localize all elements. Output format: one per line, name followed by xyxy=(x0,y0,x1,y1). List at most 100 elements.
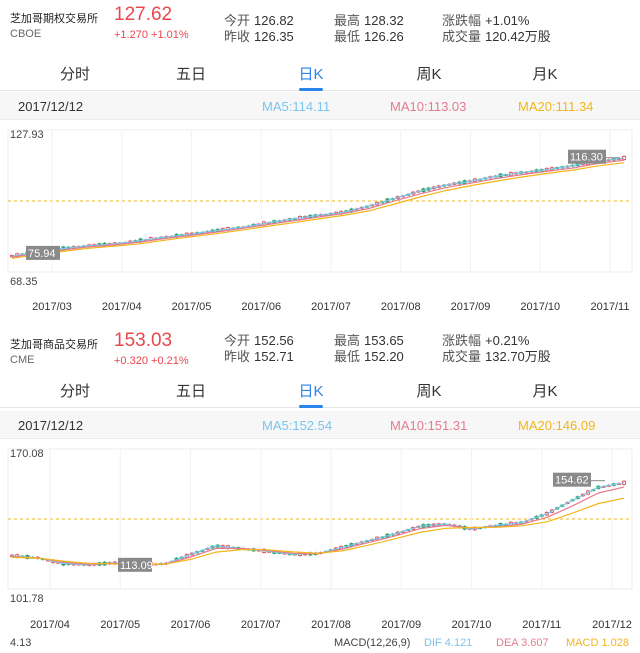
stat-label: 成交量 xyxy=(442,349,482,364)
x-tick-label: 2017/03 xyxy=(32,301,72,313)
price-change: +0.320 +0.21% xyxy=(114,355,189,367)
chart-date: 2017/12/12 xyxy=(18,418,84,433)
period-tabs: 分时 五日 日K 周K 月K xyxy=(0,55,640,91)
kline-chart[interactable]: 170.08 101.78 2017/04 2017/05 2017/06 2017/07… xyxy=(0,443,640,635)
high-price-tag-bg xyxy=(553,472,591,487)
last-price: 153.03 xyxy=(114,330,173,351)
high-price-tag: 116.30 xyxy=(570,152,603,164)
kline-chart[interactable]: 127.93 68.35 2017/03 2017/04 2017/05 2017/06 2… xyxy=(0,124,640,324)
high-price-tag: 154.62 xyxy=(555,475,589,487)
period-tabs: 分时 五日 日K 周K 月K xyxy=(0,372,640,408)
stat-label: 最低 xyxy=(334,349,361,364)
stat-value: 126.26 xyxy=(364,29,404,44)
tab-daily-k[interactable]: 日K xyxy=(266,380,356,408)
x-tick-label: 2017/08 xyxy=(381,301,421,313)
macd-legend: 4.13 MACD(12,26,9) DIF 4.121 DEA 3.607 M… xyxy=(0,636,640,653)
tab-label: 月K xyxy=(532,383,558,400)
x-tick-label: 2017/06 xyxy=(241,301,281,313)
exchange-name: 芝加哥商品交易所 xyxy=(10,339,98,351)
ma10-value: MA10:151.31 xyxy=(390,418,468,433)
stat-value: 126.35 xyxy=(254,29,294,44)
x-tick-label: 2017/12 xyxy=(592,619,632,631)
stat-value: 128.32 xyxy=(364,13,404,28)
exchange-code: CBOE xyxy=(10,28,42,40)
tab-monthly-k[interactable]: 月K xyxy=(500,63,590,84)
stat-value: 120.42万股 xyxy=(485,29,551,44)
macd-value: MACD 1.028 xyxy=(566,637,629,649)
change-percent: +1.01% xyxy=(151,29,189,41)
tab-five-day[interactable]: 五日 xyxy=(146,380,236,401)
x-tick-label: 2017/05 xyxy=(172,301,212,313)
kline-chart-svg: 127.93 68.35 2017/03 2017/04 2017/05 2017/06 2… xyxy=(7,129,633,313)
y-axis-max-label: 170.08 xyxy=(10,448,44,460)
stat-label: 涨跌幅 xyxy=(442,13,482,28)
stat-change-pct: 涨跌幅 +1.01% xyxy=(442,10,529,29)
ma20-value: MA20:111.34 xyxy=(518,99,594,114)
exchange-name: 芝加哥期权交易所 xyxy=(10,13,98,25)
x-tick-label: 2017/04 xyxy=(102,301,142,313)
tab-weekly-k[interactable]: 周K xyxy=(384,63,474,84)
stat-value: 153.65 xyxy=(364,333,404,348)
ma-legend-bar: 2017/12/12 MA5:152.54 MA10:151.31 MA20:1… xyxy=(0,411,640,439)
tab-monthly-k[interactable]: 月K xyxy=(500,380,590,401)
tab-label: 五日 xyxy=(175,383,206,400)
quote-panel-cme: 芝加哥商品交易所 CME 153.03 +0.320 +0.21% 今开 152.… xyxy=(0,326,640,653)
stat-open: 今开 152.56 xyxy=(224,330,294,349)
quote-header: 芝加哥商品交易所 CME 153.03 +0.320 +0.21% 今开 152.… xyxy=(0,326,640,376)
tab-underline xyxy=(299,405,323,408)
macd-dea: DEA 3.607 xyxy=(496,637,549,649)
tab-label: 周K xyxy=(416,66,442,83)
last-price: 127.62 xyxy=(114,4,173,25)
series-line-ma20 xyxy=(11,497,625,565)
tab-label: 周K xyxy=(416,383,442,400)
y-axis-min-label: 101.78 xyxy=(10,593,44,605)
stat-label: 最低 xyxy=(334,29,361,44)
x-tick-label: 2017/07 xyxy=(311,301,351,313)
macd-dif: DIF 4.121 xyxy=(424,637,473,649)
series-line-ma5 xyxy=(11,157,625,257)
stat-label: 最高 xyxy=(334,333,361,348)
tab-label: 五日 xyxy=(175,66,206,83)
x-tick-label: 2017/07 xyxy=(241,619,281,631)
price-change: +1.270 +1.01% xyxy=(114,29,189,41)
low-price-tag: 75.94 xyxy=(28,248,56,260)
stat-open: 今开 126.82 xyxy=(224,10,294,29)
stat-value: +1.01% xyxy=(485,13,530,28)
stat-label: 涨跌幅 xyxy=(442,333,482,348)
stat-volume: 成交量 132.70万股 xyxy=(442,346,551,365)
tab-five-day[interactable]: 五日 xyxy=(146,63,236,84)
high-price-tag-bg xyxy=(568,149,606,164)
x-tick-label: 2017/10 xyxy=(452,619,492,631)
tab-weekly-k[interactable]: 周K xyxy=(384,380,474,401)
stat-label: 成交量 xyxy=(442,29,482,44)
tab-daily-k[interactable]: 日K xyxy=(266,63,356,91)
stat-volume: 成交量 120.42万股 xyxy=(442,26,551,45)
ma5-value: MA5:114.11 xyxy=(262,99,331,114)
quote-panel-cboe: 芝加哥期权交易所 CBOE 127.62 +1.270 +1.01% 今开 126… xyxy=(0,0,640,326)
change-value: +1.270 xyxy=(114,29,148,41)
x-tick-label: 2017/06 xyxy=(171,619,211,631)
tab-underline xyxy=(299,88,323,91)
stat-label: 昨收 xyxy=(224,29,251,44)
tab-label: 分时 xyxy=(59,66,90,83)
tab-label: 日K xyxy=(298,66,324,83)
tab-intraday[interactable]: 分时 xyxy=(30,380,120,401)
ma10-value: MA10:113.03 xyxy=(390,99,467,114)
stat-label: 今开 xyxy=(224,13,251,28)
low-price-tag: 113.09 xyxy=(120,560,153,572)
stat-label: 最高 xyxy=(334,13,361,28)
x-tick-label: 2017/09 xyxy=(381,619,421,631)
tab-label: 日K xyxy=(298,383,324,400)
change-value: +0.320 xyxy=(114,355,148,367)
quote-header: 芝加哥期权交易所 CBOE 127.62 +1.270 +1.01% 今开 126… xyxy=(0,0,640,50)
ma5-value: MA5:152.54 xyxy=(262,418,333,433)
x-tick-label: 2017/11 xyxy=(591,301,630,313)
x-tick-label: 2017/10 xyxy=(520,301,560,313)
ma-legend-bar: 2017/12/12 MA5:114.11 MA10:113.03 MA20:1… xyxy=(0,92,640,120)
stat-value: 126.82 xyxy=(254,13,294,28)
x-tick-label: 2017/05 xyxy=(100,619,140,631)
y-axis-min-label: 68.35 xyxy=(10,276,38,288)
tab-intraday[interactable]: 分时 xyxy=(30,63,120,84)
stat-change-pct: 涨跌幅 +0.21% xyxy=(442,330,529,349)
low-price-tag-bg xyxy=(118,557,152,572)
